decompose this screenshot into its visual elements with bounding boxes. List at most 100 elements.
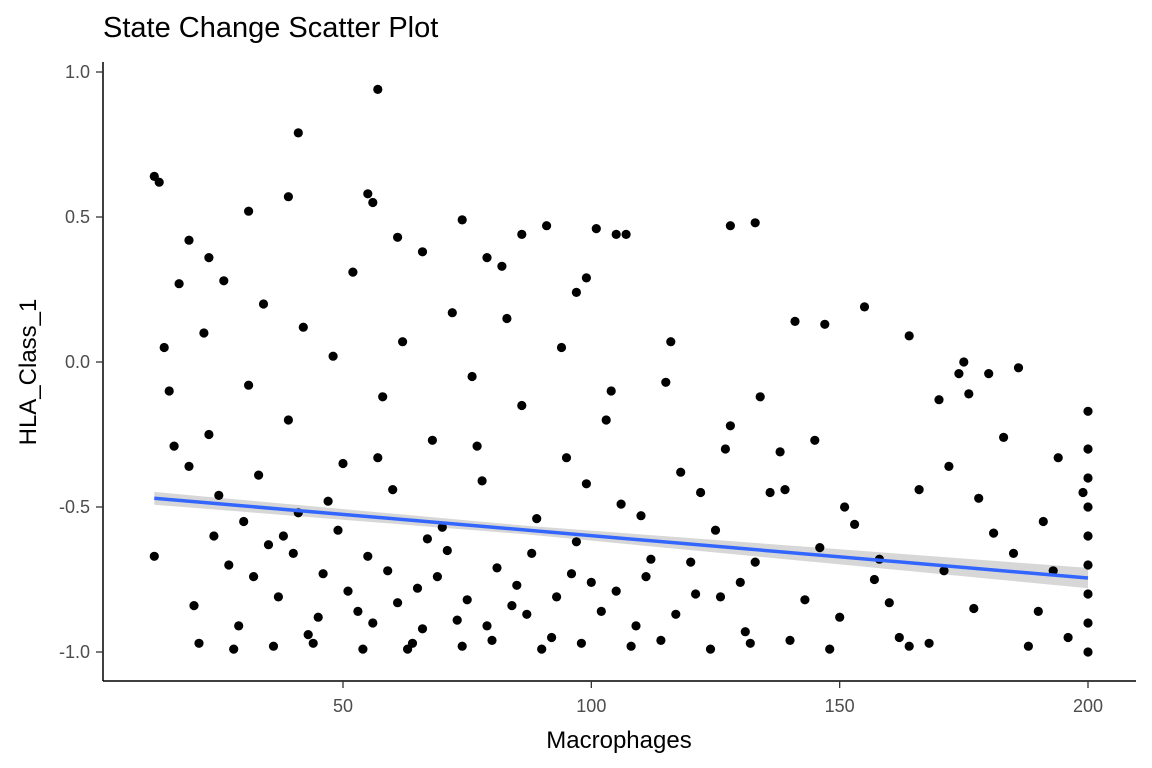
data-point bbox=[611, 229, 621, 239]
data-point bbox=[169, 441, 179, 451]
data-point bbox=[790, 316, 800, 326]
data-point bbox=[591, 224, 601, 234]
data-point bbox=[785, 635, 795, 646]
data-point bbox=[884, 598, 894, 608]
points-layer bbox=[149, 84, 1093, 657]
y-tick-label: 1.0 bbox=[65, 62, 90, 82]
data-point bbox=[174, 279, 184, 289]
data-point bbox=[527, 548, 537, 559]
data-point bbox=[1083, 444, 1093, 454]
data-point bbox=[571, 287, 582, 297]
data-point bbox=[626, 641, 636, 651]
data-point bbox=[308, 638, 318, 648]
data-point bbox=[840, 502, 850, 512]
trend-line bbox=[154, 496, 1089, 580]
data-point bbox=[561, 453, 572, 463]
data-point bbox=[273, 592, 283, 602]
data-point bbox=[189, 601, 199, 611]
data-point bbox=[249, 572, 259, 582]
trend-line-layer bbox=[154, 496, 1089, 580]
data-point bbox=[239, 516, 249, 527]
data-point bbox=[859, 302, 870, 312]
data-point bbox=[765, 487, 775, 498]
data-point bbox=[492, 563, 502, 573]
data-point bbox=[407, 638, 418, 648]
data-point bbox=[378, 392, 388, 402]
x-tick-label: 100 bbox=[576, 696, 606, 716]
data-point bbox=[358, 644, 368, 654]
data-point bbox=[586, 577, 596, 588]
data-point bbox=[671, 609, 681, 619]
data-point bbox=[1048, 566, 1058, 576]
data-point bbox=[691, 589, 701, 599]
data-point bbox=[1078, 487, 1088, 498]
data-point bbox=[368, 618, 378, 628]
data-point bbox=[268, 641, 279, 651]
data-point bbox=[318, 569, 328, 579]
data-point bbox=[204, 253, 214, 263]
data-point bbox=[964, 389, 974, 399]
data-point bbox=[224, 560, 234, 570]
data-point bbox=[989, 528, 999, 538]
data-point bbox=[1083, 589, 1093, 599]
data-point bbox=[800, 595, 810, 605]
data-point bbox=[755, 392, 765, 402]
data-point bbox=[393, 598, 403, 608]
data-point bbox=[1013, 363, 1024, 373]
y-ticks: -1.0 -0.5 0.0 0.5 1.0 bbox=[59, 62, 103, 662]
data-point bbox=[715, 592, 726, 602]
data-point bbox=[934, 395, 944, 405]
data-point bbox=[621, 229, 631, 239]
data-point bbox=[412, 583, 423, 593]
data-point bbox=[457, 641, 467, 651]
data-point bbox=[1083, 406, 1093, 416]
data-point bbox=[477, 476, 487, 486]
data-point bbox=[447, 308, 457, 318]
x-axis-title: Macrophages bbox=[546, 727, 691, 754]
data-point bbox=[686, 557, 696, 567]
x-ticks: 50 100 150 200 bbox=[333, 681, 1103, 716]
data-point bbox=[1083, 502, 1093, 512]
data-point bbox=[383, 566, 393, 576]
x-tick-label: 150 bbox=[825, 696, 855, 716]
data-point bbox=[676, 467, 686, 477]
data-point bbox=[894, 632, 904, 643]
data-point bbox=[288, 548, 298, 559]
data-point bbox=[869, 574, 880, 585]
data-point bbox=[850, 519, 860, 530]
data-point bbox=[363, 189, 373, 199]
data-point bbox=[1083, 560, 1093, 570]
data-point bbox=[363, 551, 373, 561]
data-point bbox=[1008, 548, 1019, 559]
data-point bbox=[532, 514, 542, 524]
data-point bbox=[666, 337, 676, 347]
data-point bbox=[368, 197, 378, 208]
data-point bbox=[348, 267, 358, 277]
data-point bbox=[641, 572, 651, 582]
data-point bbox=[835, 612, 845, 622]
data-point bbox=[581, 479, 592, 489]
data-point bbox=[303, 630, 313, 640]
data-point bbox=[398, 337, 408, 347]
data-point bbox=[556, 342, 567, 353]
data-point bbox=[537, 644, 547, 654]
data-point bbox=[283, 415, 293, 425]
data-point bbox=[571, 537, 582, 547]
data-point bbox=[338, 458, 348, 469]
data-point bbox=[745, 638, 755, 648]
data-point bbox=[999, 432, 1009, 442]
data-point bbox=[1038, 516, 1048, 527]
data-point bbox=[442, 545, 452, 556]
data-point bbox=[954, 369, 964, 379]
data-point bbox=[601, 415, 611, 425]
data-point bbox=[939, 566, 949, 576]
data-point bbox=[735, 577, 745, 588]
data-point bbox=[959, 357, 969, 367]
data-point bbox=[258, 299, 269, 309]
data-point bbox=[194, 638, 204, 648]
confidence-band bbox=[154, 491, 1089, 589]
data-point bbox=[904, 641, 914, 651]
data-point bbox=[209, 531, 219, 541]
data-point bbox=[581, 273, 592, 283]
data-point bbox=[720, 444, 731, 454]
